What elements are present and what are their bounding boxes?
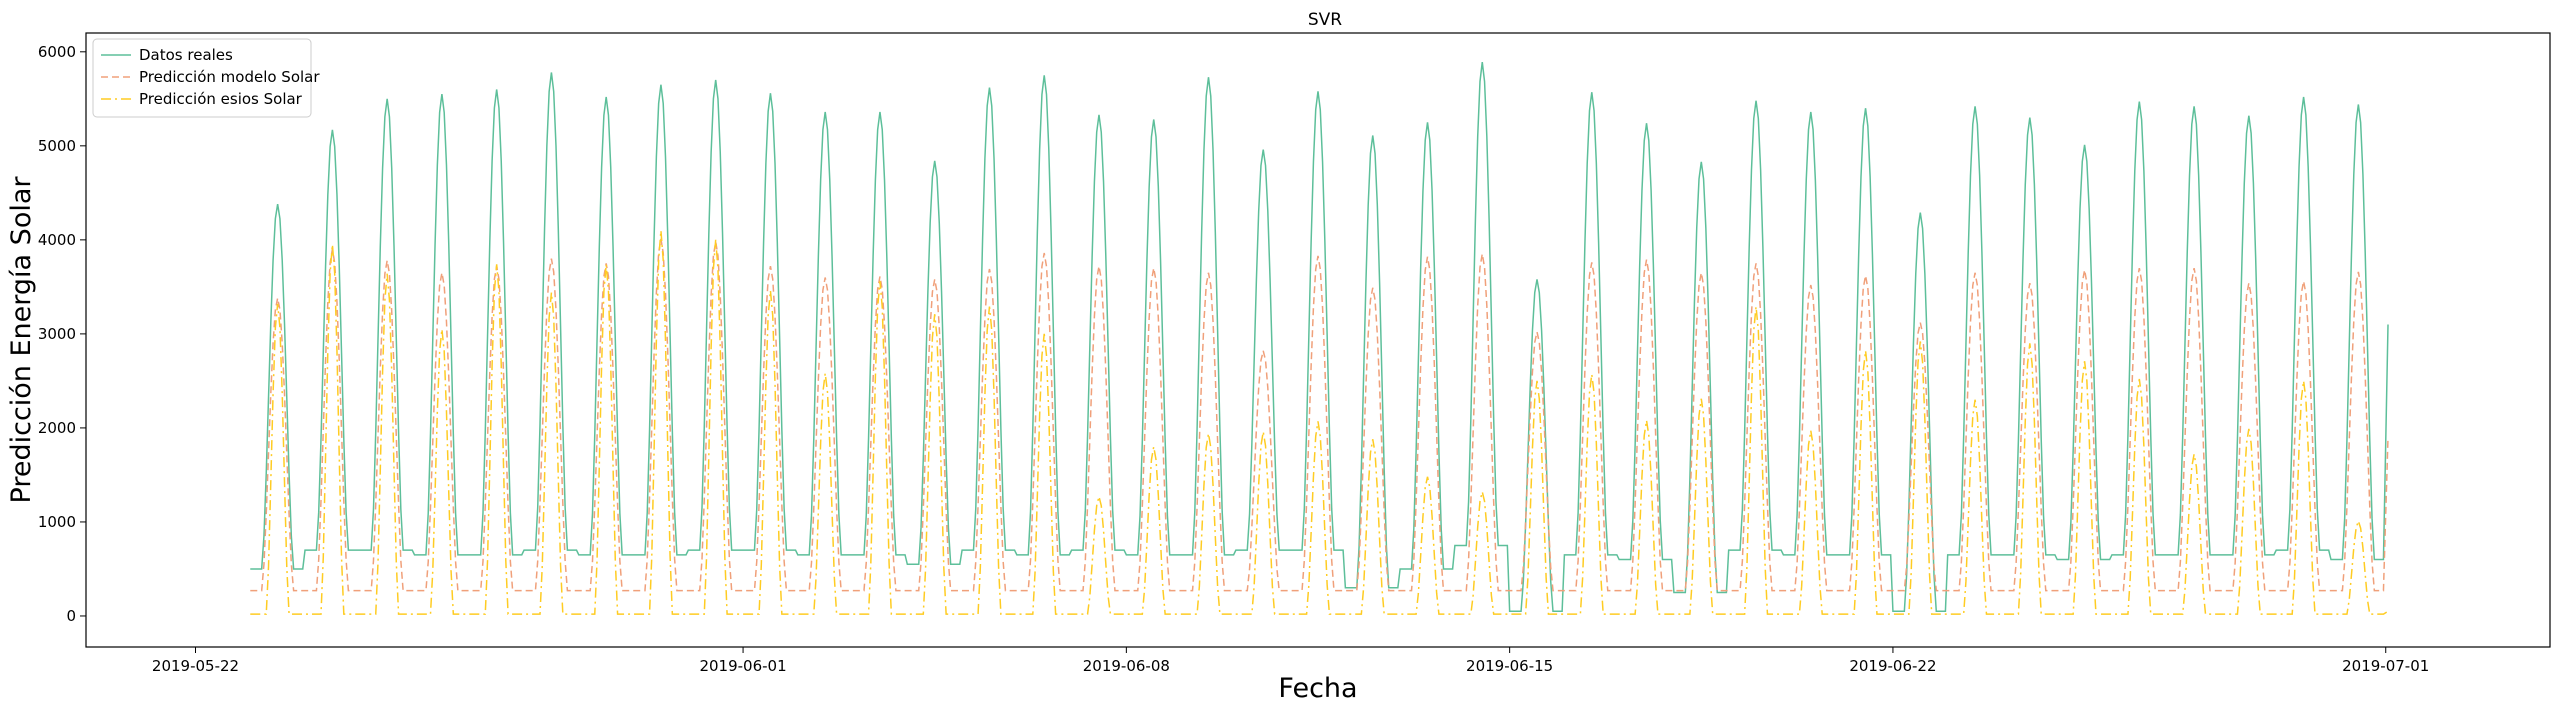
series-line-3 [250,230,2389,615]
y-tick-label: 2000 [38,419,76,437]
x-axis-label: Fecha [1278,673,1357,704]
y-axis-label: Predicción Energía Solar [6,176,37,504]
y-tick-label: 1000 [38,513,76,531]
plot-frame [85,32,2551,648]
x-tick-label: 2019-07-01 [2342,657,2429,675]
legend-entry-1: Datos reales [139,46,233,64]
series-line-2 [250,238,2389,592]
legend: Datos reales Predicción modelo Solar Predi… [92,38,320,118]
chart-title: SVR [1308,10,1342,30]
y-tick-label: 4000 [38,231,76,249]
series-line-1 [250,62,2389,613]
legend-box [92,38,312,118]
y-tick-label: 5000 [38,137,76,155]
x-tick-label: 2019-06-15 [1466,657,1553,675]
x-tick-label: 2019-06-08 [1083,657,1170,675]
x-axis: 2019-05-22 2019-06-01 2019-06-08 2019-06-15… [152,647,2429,675]
y-axis: 0 1000 2000 3000 4000 5000 6000 [38,43,86,625]
x-tick-label: 2019-05-22 [152,657,239,675]
legend-entry-3: Predicción esios Solar [139,90,303,108]
legend-entry-2: Predicción modelo Solar [139,68,320,86]
y-tick-label: 3000 [38,325,76,343]
y-tick-label: 0 [66,607,76,625]
x-tick-label: 2019-06-01 [699,657,786,675]
x-tick-label: 2019-06-22 [1849,657,1936,675]
y-tick-label: 6000 [38,43,76,61]
plot-area [250,62,2389,615]
